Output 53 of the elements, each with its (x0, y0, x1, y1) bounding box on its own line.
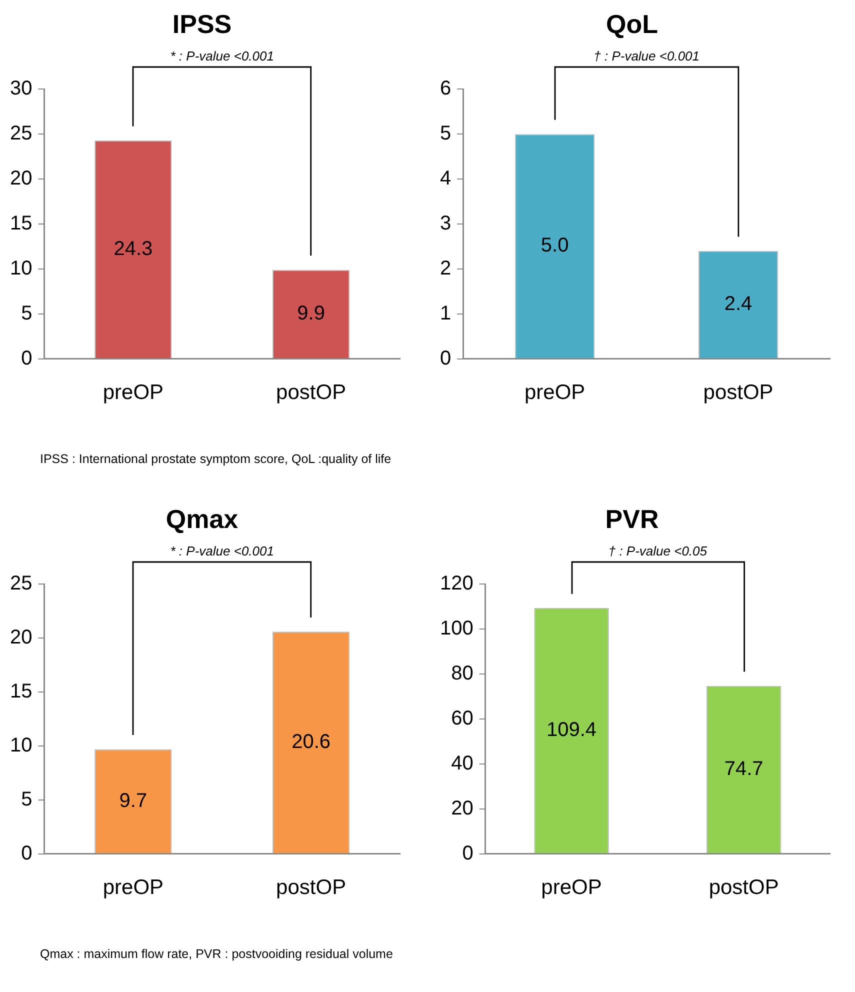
y-tick-label: 0 (440, 347, 452, 370)
data-label: 5.0 (540, 234, 569, 257)
text: Qmax : maximum flow rate, PVR : postvooiding residual volume (40, 947, 393, 961)
y-tick-label: 10 (10, 734, 32, 756)
x-tick-label: postOP (276, 381, 346, 404)
text: * : P-value <0.001 (170, 48, 274, 64)
data-label: 9.7 (119, 790, 148, 812)
y-tick-label: 5 (21, 302, 32, 324)
data-label: 20.6 (292, 730, 331, 753)
y-tick-label: 5 (440, 122, 452, 145)
y-tick-label: 20 (10, 168, 32, 190)
data-label: 24.3 (114, 238, 153, 260)
y-tick-label: 3 (440, 212, 452, 235)
y-tick-label: 40 (451, 752, 474, 774)
y-tick-label: 60 (451, 708, 474, 730)
x-tick-label: preOP (541, 876, 602, 900)
text: † : P-value <0.001 (594, 48, 700, 64)
y-tick-label: 0 (462, 842, 474, 864)
x-tick-label: preOP (102, 876, 164, 900)
y-tick-label: 100 (440, 618, 474, 640)
y-tick-label: 20 (451, 797, 474, 820)
data-label: 9.9 (297, 302, 325, 325)
y-tick-label: 80 (451, 662, 474, 685)
y-tick-label: 20 (10, 626, 32, 649)
y-tick-label: 15 (10, 212, 32, 235)
x-tick-label: preOP (524, 381, 586, 404)
chart-title: Qmax (166, 504, 239, 534)
y-tick-label: 0 (21, 842, 32, 864)
y-tick-label: 25 (10, 572, 32, 595)
text: IPSS : International prostate symptom score, QoL :quality of life (40, 452, 392, 466)
data-label: 74.7 (724, 758, 764, 780)
y-tick-label: 15 (10, 680, 32, 703)
y-tick-label: 5 (21, 788, 32, 810)
text: * : P-value <0.001 (170, 543, 274, 558)
y-tick-label: 6 (440, 78, 452, 100)
data-label: 109.4 (546, 719, 597, 742)
y-tick-label: 4 (440, 168, 452, 190)
y-tick-label: 30 (10, 78, 32, 100)
data-label: 2.4 (724, 293, 752, 316)
y-tick-label: 2 (440, 257, 452, 280)
y-tick-label: 1 (440, 302, 452, 324)
y-tick-label: 0 (21, 347, 32, 370)
text: † : P-value <0.05 (608, 543, 708, 558)
y-tick-label: 25 (10, 122, 32, 145)
x-tick-label: postOP (708, 876, 779, 900)
x-tick-label: preOP (102, 381, 164, 404)
chart-title: QoL (606, 8, 658, 39)
chart-title: PVR (605, 504, 659, 534)
y-tick-label: 120 (440, 572, 474, 595)
x-tick-label: postOP (276, 876, 346, 900)
x-tick-label: postOP (703, 381, 774, 404)
chart-title: IPSS (172, 8, 232, 39)
y-tick-label: 10 (10, 257, 32, 280)
